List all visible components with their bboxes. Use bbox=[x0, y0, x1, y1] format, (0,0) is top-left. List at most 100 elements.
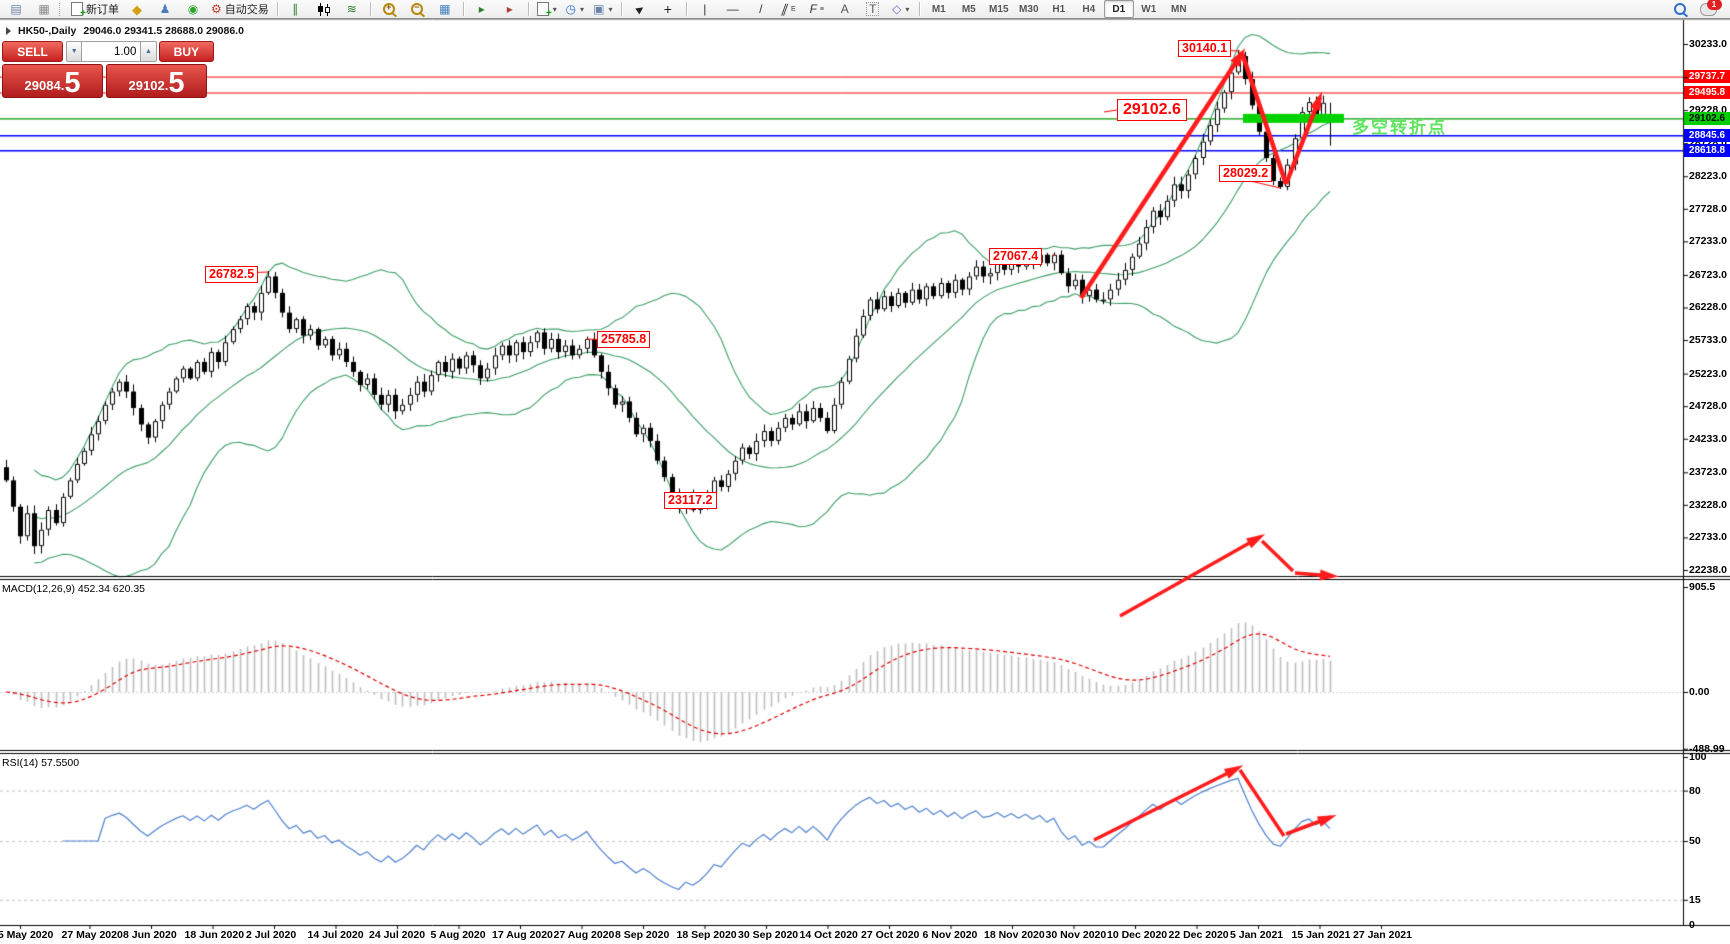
sell-price: 29084. bbox=[24, 78, 65, 93]
bar-chart-icon[interactable]: ∥ bbox=[292, 2, 300, 16]
timeframe-button-M1[interactable]: M1 bbox=[931, 3, 946, 15]
price-tag[interactable]: 25785.8 bbox=[597, 331, 651, 348]
chevron-down-icon: ▾ bbox=[905, 4, 910, 14]
price-tag[interactable]: 28029.2 bbox=[1219, 165, 1273, 182]
new-order-button[interactable]: + 新订单 bbox=[67, 0, 123, 19]
macd-label: MACD(12,26,9) 452.34 620.35 bbox=[2, 583, 146, 595]
text-label-icon: T bbox=[866, 2, 880, 16]
styler-icon[interactable]: ◆ bbox=[132, 1, 142, 17]
periods-button[interactable]: ◷ ▾ bbox=[561, 0, 589, 19]
tile-windows-icon[interactable]: ▦ bbox=[439, 2, 451, 16]
trendline-tool[interactable]: / bbox=[747, 0, 775, 19]
clock-icon: ◷ bbox=[565, 2, 577, 16]
toolbar-separator bbox=[918, 2, 920, 16]
cursor-icon: ► bbox=[630, 0, 649, 19]
text-icon: A bbox=[840, 2, 849, 16]
line-chart-icon[interactable]: ≋ bbox=[346, 2, 357, 16]
timeframe-button-M5[interactable]: M5 bbox=[961, 3, 976, 15]
auto-scroll-icon[interactable]: ▸ bbox=[478, 2, 485, 16]
toolbar-separator bbox=[276, 2, 278, 16]
shapes-icon: ◇ bbox=[892, 2, 902, 16]
price-tag[interactable]: 30140.1 bbox=[1178, 40, 1232, 57]
volume-input[interactable] bbox=[82, 41, 141, 62]
symbol-period: HK50-,Daily bbox=[18, 25, 77, 37]
profile-icon[interactable]: ♟ bbox=[159, 2, 171, 16]
vline-icon: | bbox=[703, 2, 707, 16]
template-icon: ▣ bbox=[593, 2, 605, 16]
toolbar-separator bbox=[620, 2, 622, 16]
toolbar-separator bbox=[685, 2, 687, 16]
crosshair-tool[interactable]: + bbox=[654, 0, 682, 19]
volume-increase-button[interactable]: ▲ bbox=[140, 41, 157, 62]
price-tag[interactable]: 26782.5 bbox=[205, 266, 259, 283]
timeframe-button-M30[interactable]: M30 bbox=[1019, 3, 1039, 15]
chart-title-marker bbox=[6, 27, 11, 35]
price-tag[interactable]: 27067.4 bbox=[989, 248, 1043, 265]
data-window-icon[interactable]: ▦ bbox=[38, 2, 50, 16]
zoom-out-icon[interactable]: − bbox=[403, 0, 431, 19]
toolbar-grip bbox=[59, 2, 64, 16]
channel-tool[interactable]: ∥ E bbox=[779, 2, 796, 16]
vertical-line-tool[interactable]: | bbox=[691, 0, 719, 19]
volume-decrease-button[interactable]: ▼ bbox=[66, 41, 83, 62]
toolbar: ▤ ▦ + 新订单 ◆ ♟ ◉ ⚙ 自动交易 ∥ ≋ + − ▦ ▸ ▸ + ▾ … bbox=[0, 0, 1730, 19]
timeframe-button-W1[interactable]: W1 bbox=[1141, 3, 1157, 15]
fibonacci-icon: F bbox=[809, 2, 817, 16]
templates-button[interactable]: ▣ ▾ bbox=[589, 0, 617, 19]
rsi-label: RSI(14) 57.5500 bbox=[2, 757, 80, 769]
buy-button[interactable]: BUY bbox=[158, 41, 214, 62]
horizontal-line-tool[interactable]: — bbox=[719, 0, 747, 19]
channel-icon: ∥ bbox=[779, 2, 791, 16]
timeframe-button-M15[interactable]: M15 bbox=[989, 3, 1009, 15]
auto-trading-button[interactable]: ⚙ 自动交易 bbox=[207, 0, 273, 19]
toolbar-separator bbox=[527, 2, 529, 16]
text-label-tool[interactable]: T bbox=[859, 0, 887, 19]
sell-button[interactable]: SELL bbox=[2, 41, 64, 62]
crosshair-icon: + bbox=[663, 1, 672, 17]
sell-price-tile[interactable]: 29084. 5 bbox=[2, 64, 103, 98]
toolbar-separator bbox=[462, 2, 464, 16]
candlestick-chart-icon[interactable] bbox=[310, 0, 338, 19]
signal-icon[interactable]: ◉ bbox=[187, 2, 199, 16]
indicators-icon: + bbox=[536, 2, 552, 19]
hline-icon: — bbox=[726, 2, 739, 16]
buy-price: 29102. bbox=[128, 78, 169, 93]
timeframe-group: M1 M5 M15 M30 H1 H4 D1 W1 MN bbox=[924, 0, 1194, 18]
auto-trading-icon: ⚙ bbox=[211, 2, 222, 16]
timeframe-button-D1[interactable]: D1 bbox=[1103, 0, 1134, 18]
chat-bubble-icon: 1 bbox=[1699, 0, 1722, 16]
zoom-in-icon[interactable]: + bbox=[375, 0, 403, 19]
chevron-down-icon: ▾ bbox=[580, 4, 585, 14]
chevron-down-icon: ▾ bbox=[608, 4, 613, 14]
buy-price-tile[interactable]: 29102. 5 bbox=[106, 64, 207, 98]
timeframe-button-H4[interactable]: H4 bbox=[1082, 3, 1096, 15]
search-button[interactable] bbox=[1666, 0, 1694, 19]
price-tag[interactable]: 29102.6 bbox=[1117, 99, 1187, 121]
notifications-button[interactable]: 1 bbox=[1694, 0, 1722, 19]
chevron-down-icon: ▾ bbox=[552, 4, 557, 14]
price-tag[interactable]: 23117.2 bbox=[664, 492, 717, 509]
sell-price-big-digit: 5 bbox=[64, 66, 81, 99]
pivot-annotation-text[interactable]: 多空转折点 bbox=[1352, 118, 1447, 137]
buy-price-big-digit: 5 bbox=[168, 66, 185, 99]
indicators-button[interactable]: + ▾ bbox=[533, 0, 561, 19]
chart-window-icon[interactable]: ▤ bbox=[10, 2, 22, 16]
one-click-trading-panel: SELL ▼ ▲ BUY 29084.5 29102.5 bbox=[2, 41, 214, 98]
toolbar-separator bbox=[369, 2, 371, 16]
timeframe-button-H1[interactable]: H1 bbox=[1052, 3, 1066, 15]
fibonacci-tool[interactable]: F ≡ bbox=[809, 2, 824, 16]
chart-shift-icon[interactable]: ▸ bbox=[506, 2, 513, 16]
cursor-tool[interactable]: ► bbox=[626, 0, 654, 19]
arrows-tool[interactable]: ◇ ▾ bbox=[887, 0, 915, 19]
trendline-icon: / bbox=[759, 2, 763, 16]
chart-title: HK50-,Daily 29046.0 29341.5 28688.0 2908… bbox=[6, 25, 244, 37]
search-icon bbox=[1674, 3, 1686, 15]
timeframe-button-MN[interactable]: MN bbox=[1171, 3, 1187, 15]
auto-trading-label: 自动交易 bbox=[224, 4, 269, 16]
new-order-label: 新订单 bbox=[86, 4, 119, 16]
text-tool[interactable]: A bbox=[831, 0, 859, 19]
notification-badge: 1 bbox=[1706, 0, 1722, 10]
new-order-icon: + bbox=[71, 2, 86, 19]
